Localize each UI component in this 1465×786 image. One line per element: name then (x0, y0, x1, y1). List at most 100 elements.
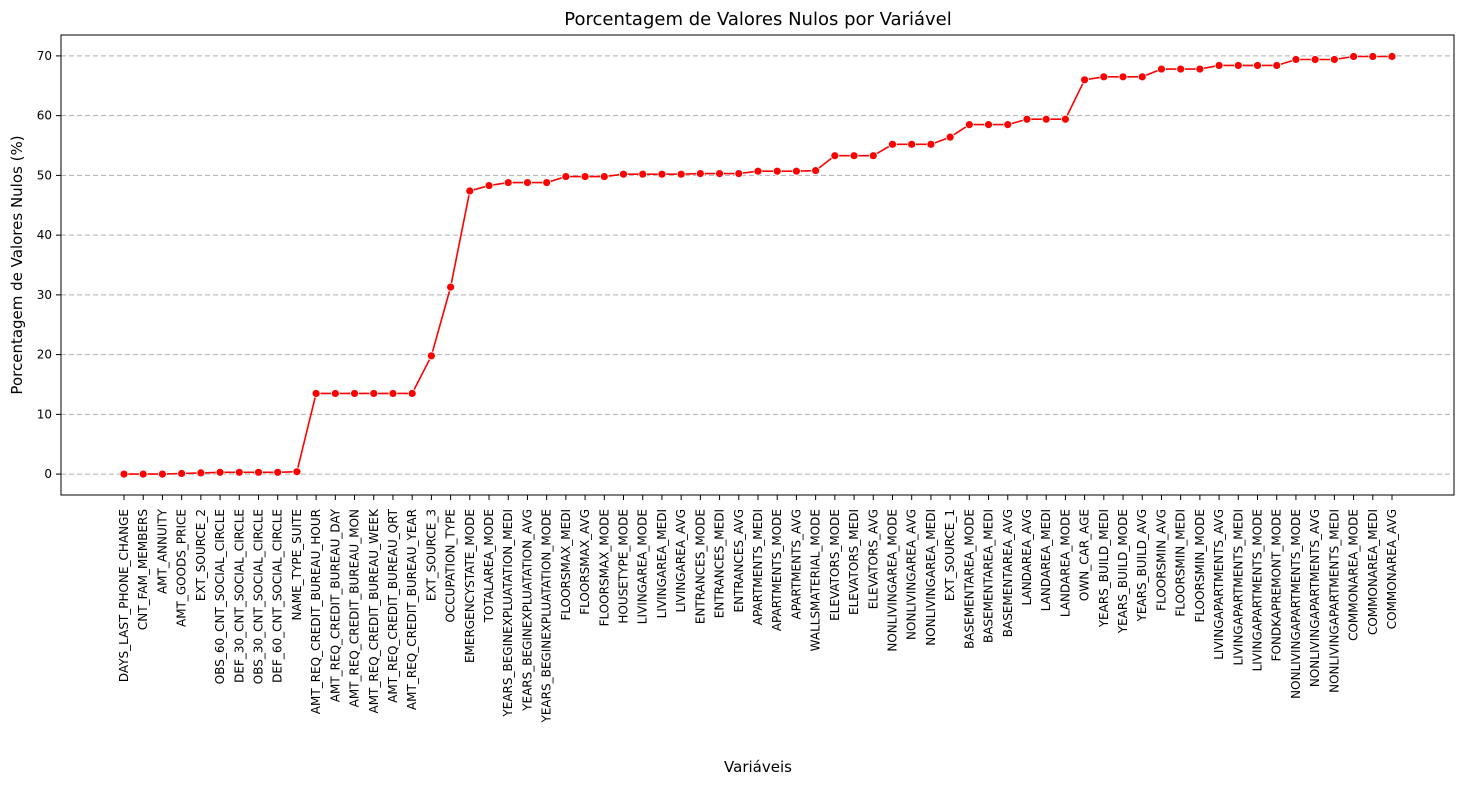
data-point (215, 467, 225, 477)
data-point (1253, 61, 1262, 70)
x-tick-label: YEARS_BEGINEXPLUATATION_MODE (540, 509, 554, 723)
data-point (792, 166, 801, 176)
grid-layer (61, 55, 1454, 475)
x-tick-label: NONLIVINGAREA_MEDI (924, 509, 938, 646)
x-tick-label: EMERGENCYSTATE_MODE (463, 509, 477, 663)
data-point (330, 389, 340, 398)
x-tick-label: LIVINGAPARTMENTS_MEDI (1231, 509, 1245, 666)
x-tick-label: ENTRANCES_MODE (693, 509, 707, 624)
x-tick-label: OBS_60_CNT_SOCIAL_CIRCLE (213, 509, 227, 684)
data-point (945, 132, 955, 142)
data-point (292, 467, 302, 477)
data-point (465, 186, 475, 196)
x-tick-label: FLOORSMIN_MODE (1193, 509, 1207, 623)
x-tick-label: FONDKAPREMONT_MODE (1270, 509, 1284, 661)
x-tick-label: EXT_SOURCE_1 (943, 509, 957, 601)
x-tick-label: FLOORSMAX_AVG (578, 509, 592, 615)
data-point (907, 139, 917, 149)
data-point (619, 169, 628, 179)
x-tick-label: YEARS_BEGINEXPLUATATION_MEDI (501, 509, 515, 718)
x-tick-label: LIVINGAREA_MEDI (655, 509, 669, 618)
data-point (638, 169, 648, 179)
series-layer (119, 52, 1397, 479)
data-point (1060, 114, 1070, 124)
x-tick-label: ELEVATORS_MEDI (847, 509, 861, 615)
x-tick-label: EXT_SOURCE_3 (424, 509, 438, 601)
data-point (523, 178, 532, 187)
x-tick-label: OWN_CAR_AGE (1078, 509, 1092, 601)
data-point (254, 467, 263, 477)
data-point (561, 172, 571, 181)
data-point (484, 181, 494, 190)
data-point (695, 169, 705, 178)
x-tick-label: FLOORSMIN_MEDI (1174, 509, 1188, 617)
data-point (676, 169, 686, 179)
series-line (124, 55, 1392, 475)
data-point (715, 169, 724, 178)
data-point (542, 178, 552, 187)
x-tick-label: TOTALAREA_MODE (482, 509, 496, 623)
x-tick-label: AMT_REQ_CREDIT_BUREAU_QRT (386, 508, 400, 703)
x-tick-label: ELEVATORS_MODE (828, 509, 842, 621)
x-tick-label: NONLIVINGAREA_MODE (885, 509, 899, 652)
x-tick-label: NONLIVINGAPARTMENTS_MODE (1289, 509, 1303, 699)
data-point (1157, 64, 1166, 74)
x-tick-label: OBS_30_CNT_SOCIAL_CIRCLE (251, 509, 265, 684)
x-tick-label: NAME_TYPE_SUITE (290, 509, 304, 620)
x-tick-label: ENTRANCES_AVG (732, 509, 746, 612)
x-tick-label: YEARS_BUILD_AVG (1135, 509, 1149, 623)
data-point (1080, 75, 1090, 85)
x-tick-label: YEARS_BUILD_MODE (1116, 509, 1130, 634)
chart-title: Porcentagem de Valores Nulos por Variáve… (564, 9, 951, 30)
data-point (369, 389, 379, 398)
y-tick-label: 10 (37, 407, 52, 421)
x-tick-label: EXT_SOURCE_2 (194, 509, 208, 601)
y-tick-label: 60 (37, 109, 52, 123)
data-point (1118, 72, 1128, 82)
data-point (1387, 52, 1397, 61)
x-tick-label: NONLIVINGAREA_AVG (905, 509, 919, 640)
x-tick-label: AMT_REQ_CREDIT_BUREAU_DAY (328, 508, 342, 702)
x-tick-label: AMT_REQ_CREDIT_BUREAU_HOUR (309, 509, 323, 714)
x-tick-label: LANDAREA_MEDI (1039, 509, 1053, 611)
x-tick-label: LANDAREA_AVG (1020, 509, 1034, 605)
x-tick-label: OCCUPATION_TYPE (444, 509, 458, 623)
data-point (984, 120, 993, 130)
y-tick-label: 40 (37, 228, 52, 242)
data-point (407, 389, 417, 398)
x-tick-label: ENTRANCES_MEDI (713, 509, 727, 618)
x-tick-label: FLOORSMAX_MEDI (559, 509, 573, 621)
data-point (1137, 72, 1147, 82)
data-point (234, 467, 244, 477)
data-point (446, 282, 456, 292)
data-point (177, 469, 187, 478)
x-tick-label: COMMONAREA_AVG (1385, 509, 1399, 629)
axes-frame (60, 34, 1455, 496)
x-tick-label: APARTMENTS_AVG (789, 509, 803, 620)
x-tick-label: BASEMENTAREA_MEDI (982, 509, 996, 643)
data-point (388, 389, 398, 398)
data-point (599, 172, 609, 181)
x-tick-label: COMMONAREA_MODE (1347, 509, 1361, 641)
data-point (1022, 114, 1032, 124)
x-tick-label: APARTMENTS_MEDI (751, 509, 765, 625)
data-point (311, 389, 321, 398)
x-tick-label: DEF_30_CNT_SOCIAL_CIRCLE (232, 509, 246, 683)
x-tick-label: AMT_REQ_CREDIT_BUREAU_WEEK (367, 508, 381, 714)
y-axis-ticks: 0 10 20 30 40 50 60 70 (37, 49, 61, 481)
data-point (753, 166, 763, 176)
data-point (158, 469, 167, 479)
y-tick-label: 50 (37, 168, 52, 182)
x-axis-ticks: DAYS_LAST_PHONE_CHANGE CNT_FAM_MEMBERS AMT… (117, 495, 1399, 723)
x-tick-label: BASEMENTAREA_AVG (1001, 509, 1015, 637)
x-tick-label: WALLSMATERIAL_MODE (809, 509, 823, 651)
data-point (1099, 72, 1109, 82)
data-point (868, 151, 878, 161)
x-tick-label: NONLIVINGAPARTMENTS_AVG (1308, 509, 1322, 687)
data-point (196, 468, 206, 478)
data-point (350, 389, 359, 398)
data-point (1233, 61, 1243, 70)
x-tick-label: APARTMENTS_MODE (770, 509, 784, 631)
data-point (964, 120, 974, 130)
